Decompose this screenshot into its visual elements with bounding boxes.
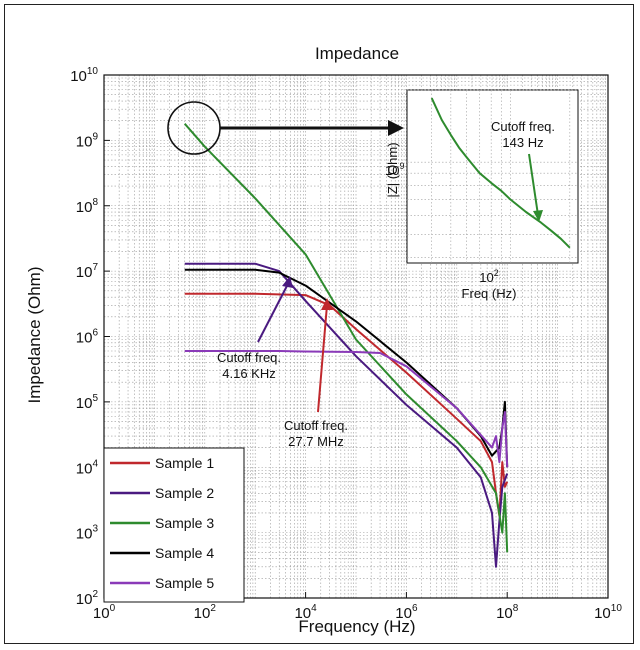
inset-y-label: |Z| (Ohm) xyxy=(385,142,400,197)
inset-plot: Cutoff freq. 143 Hz 102 109 Freq (Hz) |Z|… xyxy=(385,89,579,301)
series-layer xyxy=(183,123,509,568)
annotation-4-16-khz: Cutoff freq. 4.16 KHz xyxy=(217,276,293,381)
y-tick-labels: 102 103 104 105 106 107 108 109 1010 xyxy=(70,66,98,608)
x-tick-label: 104 xyxy=(294,603,317,622)
inset-y-tick: 109 xyxy=(385,161,404,178)
x-tick-labels: 100 102 104 106 108 1010 xyxy=(93,603,622,622)
inset-x-tick: 102 xyxy=(479,268,498,285)
inset-x-label: Freq (Hz) xyxy=(462,286,517,301)
legend: Sample 1 Sample 2 Sample 3 Sample 4 Sample 5 xyxy=(103,447,245,603)
series-line-5 xyxy=(184,350,509,468)
arrow-head xyxy=(321,298,333,310)
y-tick-label: 104 xyxy=(76,458,99,477)
chart-title: Impedance xyxy=(315,44,399,63)
x-tick-label: 108 xyxy=(496,603,519,622)
y-tick-label: 103 xyxy=(76,524,99,543)
zoom-circle xyxy=(167,101,221,155)
inset-annotation-arrow xyxy=(528,153,539,216)
legend-label-5: Sample 5 xyxy=(155,575,214,591)
series-line-2 xyxy=(184,262,509,568)
inset-arrow-head xyxy=(533,210,543,222)
annotation-27-7-mhz: Cutoff freq. 27.7 MHz xyxy=(284,298,348,449)
annotation-text: Cutoff freq. 4.16 KHz xyxy=(217,350,281,381)
series-line-3 xyxy=(183,123,509,553)
x-tick-label: 106 xyxy=(395,603,418,622)
x-axis-label: Frequency (Hz) xyxy=(298,617,415,636)
annotation-text: Cutoff freq. 27.7 MHz xyxy=(284,418,348,449)
x-tick-label: 100 xyxy=(93,603,116,622)
y-tick-label: 1010 xyxy=(70,66,98,85)
inset-annotation: Cutoff freq. 143 Hz xyxy=(491,119,555,150)
x-tick-label: 102 xyxy=(194,603,217,622)
series-line-1 xyxy=(184,292,509,517)
inset-frame xyxy=(406,89,579,264)
legend-box xyxy=(103,447,245,603)
legend-label-4: Sample 4 xyxy=(155,545,214,561)
arrow-head xyxy=(282,276,293,288)
annotation-arrow xyxy=(317,304,328,413)
y-tick-label: 109 xyxy=(76,131,99,150)
y-tick-label: 105 xyxy=(76,393,99,412)
inset-series-line xyxy=(430,97,571,249)
y-tick-label: 108 xyxy=(76,197,99,216)
legend-label-2: Sample 2 xyxy=(155,485,214,501)
y-tick-label: 107 xyxy=(76,262,99,281)
y-tick-label: 106 xyxy=(76,328,99,347)
x-tick-label: 1010 xyxy=(594,603,622,622)
legend-label-3: Sample 3 xyxy=(155,515,214,531)
y-axis-label: Impedance (Ohm) xyxy=(25,267,44,404)
inset-grid xyxy=(407,89,578,263)
y-tick-label: 102 xyxy=(76,589,99,608)
zoom-arrow-head xyxy=(388,120,404,136)
annotation-arrow xyxy=(257,279,291,343)
legend-label-1: Sample 1 xyxy=(155,455,214,471)
inset-series xyxy=(430,97,571,249)
